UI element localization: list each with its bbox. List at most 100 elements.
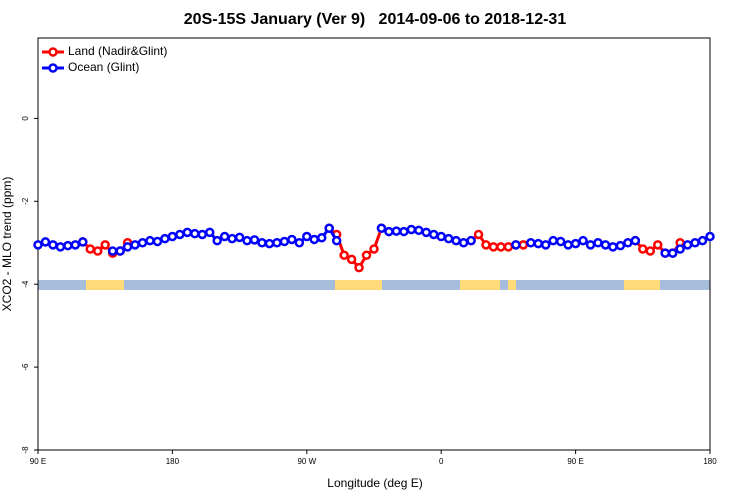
- data-point: [540, 240, 551, 250]
- data-point: [600, 240, 611, 250]
- y-axis-label: XCO2 - MLO trend (ppm): [0, 177, 14, 312]
- data-point: [152, 236, 163, 247]
- data-point: [414, 225, 424, 236]
- data-point: [376, 223, 387, 233]
- data-point: [107, 246, 118, 256]
- data-point: [339, 250, 349, 260]
- data-point: [526, 238, 536, 248]
- data-point: [197, 229, 208, 240]
- data-point: [33, 240, 43, 250]
- data-point: [257, 238, 267, 248]
- x-axis-label: Longitude (deg E): [327, 476, 422, 490]
- data-point: [615, 240, 626, 251]
- data-point: [55, 242, 66, 252]
- data-point: [660, 248, 670, 258]
- data-point: [316, 233, 327, 243]
- data-point: [384, 226, 394, 237]
- data-point: [115, 246, 125, 256]
- data-point: [682, 240, 693, 250]
- data-point: [697, 235, 708, 246]
- data-point: [555, 236, 566, 247]
- x-tick-label: 90 E: [30, 457, 46, 466]
- data-point: [488, 242, 499, 252]
- data-point: [40, 237, 51, 247]
- land-band: [335, 280, 382, 290]
- data-point: [630, 235, 641, 246]
- data-point: [548, 235, 558, 246]
- data-point: [294, 238, 305, 248]
- legend-marker: [48, 63, 58, 73]
- y-tick-label: -2: [21, 197, 30, 205]
- data-point: [212, 235, 222, 246]
- data-point: [608, 242, 618, 252]
- data-point: [85, 244, 96, 254]
- data-point: [705, 231, 715, 242]
- data-point: [443, 233, 454, 244]
- data-point: [466, 235, 476, 246]
- y-tick-label: 0: [21, 116, 30, 121]
- data-point: [182, 227, 193, 238]
- data-point: [428, 229, 439, 240]
- data-point: [481, 240, 491, 250]
- data-point: [160, 233, 170, 244]
- data-point: [585, 240, 596, 250]
- data-point: [242, 235, 252, 246]
- data-point: [473, 229, 484, 240]
- data-point: [48, 240, 58, 250]
- data-point: [137, 238, 148, 248]
- data-point: [167, 231, 178, 242]
- data-point: [145, 235, 155, 246]
- data-point: [578, 235, 588, 246]
- data-point: [331, 235, 342, 246]
- data-point: [593, 238, 603, 248]
- data-point: [496, 242, 506, 252]
- data-point: [451, 235, 461, 246]
- legend-label: Ocean (Glint): [68, 60, 139, 74]
- data-point: [369, 244, 379, 254]
- data-point: [92, 246, 103, 256]
- data-point: [63, 240, 73, 251]
- x-tick-label: 180: [166, 457, 180, 466]
- data-point: [309, 234, 320, 245]
- x-tick-label: 0: [439, 457, 444, 466]
- data-point: [219, 231, 230, 242]
- land-ocean-strip: [38, 280, 710, 290]
- land-band: [508, 280, 516, 290]
- data-point: [272, 238, 282, 248]
- data-point: [227, 233, 237, 244]
- data-point: [645, 246, 656, 256]
- data-point: [570, 238, 581, 249]
- data-point: [190, 228, 200, 239]
- legend-marker: [48, 47, 58, 57]
- chart-title: 20S-15S January (Ver 9) 2014-09-06 to 20…: [184, 11, 567, 28]
- land-band: [624, 280, 660, 290]
- data-point: [623, 238, 633, 248]
- data-point: [421, 227, 432, 238]
- y-tick-label: -8: [21, 446, 30, 454]
- data-point: [533, 238, 544, 249]
- land-band: [460, 280, 500, 290]
- x-tick-label: 180: [703, 457, 717, 466]
- data-point: [249, 235, 260, 245]
- x-tick-label: 90 W: [297, 457, 316, 466]
- data-point: [638, 244, 648, 254]
- land-band: [86, 280, 124, 290]
- y-tick-label: -6: [21, 363, 30, 371]
- data-point: [667, 248, 678, 258]
- data-point: [652, 240, 663, 250]
- data-point: [503, 242, 514, 252]
- data-point: [436, 231, 446, 242]
- y-tick-label: -4: [21, 280, 30, 288]
- data-point: [675, 244, 685, 254]
- data-point: [518, 240, 529, 250]
- data-point: [130, 240, 140, 250]
- data-point: [302, 231, 312, 242]
- data-point: [324, 223, 334, 233]
- data-point: [563, 240, 573, 250]
- data-point: [78, 237, 88, 247]
- legend-label: Land (Nadir&Glint): [68, 44, 167, 58]
- data-point: [354, 262, 364, 273]
- data-point: [690, 238, 700, 248]
- data-point: [511, 240, 521, 250]
